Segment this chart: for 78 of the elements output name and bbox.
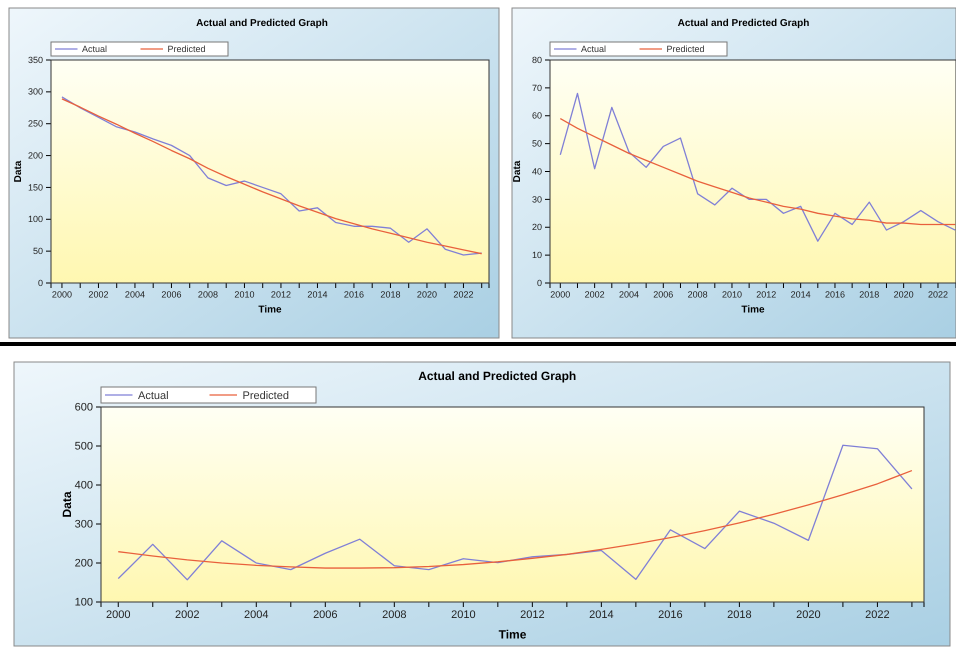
legend-label: Predicted <box>666 44 705 54</box>
x-tick-label: 2006 <box>313 608 338 621</box>
x-axis-title: Time <box>741 304 766 316</box>
x-tick-label: 2008 <box>198 289 218 300</box>
y-tick-label: 40 <box>532 166 542 176</box>
y-tick-label: 50 <box>32 246 43 256</box>
x-tick-label: 2004 <box>244 608 269 621</box>
y-tick-label: 300 <box>28 86 43 97</box>
legend-label: Actual <box>138 390 169 402</box>
x-tick-label: 2004 <box>124 289 145 300</box>
y-tick-label: 150 <box>28 182 43 192</box>
line-series <box>560 118 956 226</box>
x-tick-label: 2000 <box>52 289 72 300</box>
x-tick-label: 2014 <box>790 289 811 300</box>
y-axis-title: Data <box>60 491 74 518</box>
line-series <box>118 444 913 580</box>
x-tick-label: 2012 <box>270 289 291 300</box>
x-tick-label: 2002 <box>175 608 200 621</box>
y-tick-label: 400 <box>74 480 93 492</box>
chart-title: Actual and Predicted Graph <box>196 18 328 29</box>
x-tick-label: 2008 <box>688 289 708 300</box>
y-tick-label: 60 <box>532 110 542 121</box>
y-tick-label: 30 <box>532 194 542 204</box>
chart-title: Actual and Predicted Graph <box>678 18 810 29</box>
x-tick-label: 2008 <box>382 608 407 621</box>
x-tick-label: 2006 <box>653 289 674 300</box>
y-tick-label: 300 <box>74 518 93 531</box>
legend-label: Actual <box>581 44 606 54</box>
x-tick-label: 2010 <box>234 289 254 300</box>
y-tick-label: 10 <box>532 250 542 260</box>
x-tick-label: 2002 <box>88 289 108 300</box>
x-axis-title: Time <box>258 304 282 316</box>
x-tick-label: 2022 <box>928 289 948 300</box>
x-tick-label: 2016 <box>344 289 364 300</box>
x-axis-title: Time <box>498 627 527 642</box>
x-tick-label: 2020 <box>416 289 437 300</box>
y-tick-label: 100 <box>28 214 43 224</box>
legend-label: Actual <box>82 44 108 54</box>
y-tick-label: 600 <box>74 402 93 414</box>
y-tick-label: 70 <box>532 82 542 93</box>
x-tick-label: 2022 <box>453 289 474 300</box>
y-tick-label: 500 <box>74 440 93 453</box>
y-axis-title: Data <box>13 160 24 182</box>
x-tick-label: 2016 <box>658 608 683 621</box>
line-series <box>118 470 913 569</box>
y-tick-label: 20 <box>532 222 542 232</box>
y-tick-label: 250 <box>28 118 43 129</box>
x-tick-label: 2020 <box>796 608 821 621</box>
y-axis-title: Data <box>512 160 523 182</box>
x-tick-label: 2010 <box>451 608 476 621</box>
y-tick-label: 0 <box>536 278 542 288</box>
y-tick-label: 50 <box>532 138 542 149</box>
x-tick-label: 2016 <box>824 289 845 300</box>
x-tick-label: 2018 <box>727 608 752 621</box>
y-tick-label: 80 <box>532 54 542 65</box>
x-tick-label: 2002 <box>584 289 605 300</box>
y-tick-label: 0 <box>38 278 43 288</box>
y-tick-label: 200 <box>74 558 93 570</box>
y-tick-label: 100 <box>74 596 93 609</box>
x-tick-label: 2014 <box>307 289 328 300</box>
x-tick-label: 2010 <box>722 289 742 300</box>
x-tick-label: 2018 <box>380 289 400 300</box>
x-tick-label: 2000 <box>550 289 570 300</box>
x-tick-label: 2000 <box>106 608 130 621</box>
y-tick-label: 350 <box>28 54 43 65</box>
line-series <box>560 92 956 242</box>
x-tick-label: 2018 <box>859 289 880 300</box>
y-tick-label: 200 <box>28 150 43 160</box>
legend-label: Predicted <box>242 390 289 402</box>
x-tick-label: 2012 <box>756 289 776 300</box>
x-tick-label: 2020 <box>894 289 914 300</box>
x-tick-label: 2006 <box>161 289 182 300</box>
legend-label: Predicted <box>168 44 206 54</box>
chart-title: Actual and Predicted Graph <box>418 369 576 383</box>
x-tick-label: 2022 <box>865 608 890 621</box>
x-tick-label: 2004 <box>618 289 639 300</box>
x-tick-label: 2014 <box>589 608 614 621</box>
x-tick-label: 2012 <box>520 608 545 621</box>
